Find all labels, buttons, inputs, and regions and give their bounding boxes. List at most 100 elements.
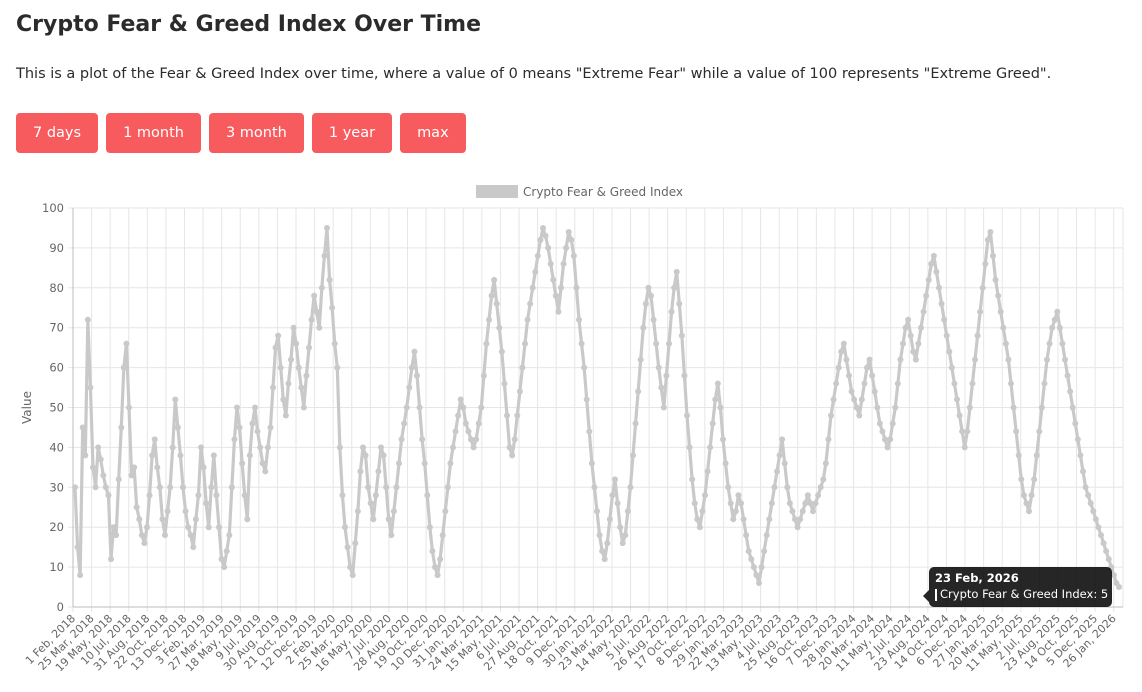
data-point[interactable] xyxy=(419,436,426,443)
data-point[interactable] xyxy=(722,460,729,467)
data-point[interactable] xyxy=(568,236,575,243)
range-button-max[interactable]: max xyxy=(400,113,466,153)
data-point[interactable] xyxy=(414,372,420,379)
data-point[interactable] xyxy=(360,444,366,451)
data-point[interactable] xyxy=(401,420,408,427)
data-point[interactable] xyxy=(226,532,233,539)
data-point[interactable] xyxy=(334,364,341,371)
data-point[interactable] xyxy=(154,464,161,471)
data-point[interactable] xyxy=(442,508,449,515)
data-point[interactable] xyxy=(856,412,863,419)
data-point[interactable] xyxy=(799,508,806,515)
data-point[interactable] xyxy=(218,556,225,563)
data-point[interactable] xyxy=(390,508,397,515)
data-point[interactable] xyxy=(858,396,865,403)
data-point[interactable] xyxy=(599,548,606,555)
data-point[interactable] xyxy=(231,436,238,443)
data-point[interactable] xyxy=(1044,356,1050,363)
data-point[interactable] xyxy=(689,476,696,483)
data-point[interactable] xyxy=(288,356,294,363)
data-point[interactable] xyxy=(727,500,734,507)
data-point[interactable] xyxy=(90,464,96,471)
data-point[interactable] xyxy=(547,260,554,267)
data-point[interactable] xyxy=(208,484,215,491)
data-point[interactable] xyxy=(627,484,634,491)
data-point[interactable] xyxy=(406,384,413,391)
data-point[interactable] xyxy=(550,276,557,283)
data-point[interactable] xyxy=(1082,484,1089,491)
data-point[interactable] xyxy=(941,316,948,323)
data-point[interactable] xyxy=(367,500,374,507)
data-point[interactable] xyxy=(802,500,809,507)
data-point[interactable] xyxy=(272,344,279,351)
data-point[interactable] xyxy=(162,532,168,539)
data-point[interactable] xyxy=(1098,532,1104,539)
data-point[interactable] xyxy=(131,464,138,471)
data-point[interactable] xyxy=(352,540,359,547)
data-point[interactable] xyxy=(820,476,827,483)
data-point[interactable] xyxy=(182,508,189,515)
data-point[interactable] xyxy=(555,308,562,315)
data-point[interactable] xyxy=(969,380,976,387)
data-point[interactable] xyxy=(100,472,107,479)
data-point[interactable] xyxy=(781,460,788,467)
data-point[interactable] xyxy=(169,444,176,451)
data-point[interactable] xyxy=(879,428,886,435)
data-point[interactable] xyxy=(144,524,150,531)
data-point[interactable] xyxy=(511,436,518,443)
data-point[interactable] xyxy=(912,356,919,363)
data-point[interactable] xyxy=(815,492,822,499)
data-point[interactable] xyxy=(514,412,521,419)
data-point[interactable] xyxy=(910,348,917,355)
range-button-7-days[interactable]: 7 days xyxy=(16,113,99,153)
data-point[interactable] xyxy=(817,484,824,491)
data-point[interactable] xyxy=(192,516,199,523)
data-point[interactable] xyxy=(246,452,253,459)
legend-swatch[interactable] xyxy=(476,185,518,198)
data-point[interactable] xyxy=(383,484,390,491)
data-point[interactable] xyxy=(396,460,402,467)
data-point[interactable] xyxy=(159,516,166,523)
data-point[interactable] xyxy=(606,516,613,523)
data-point[interactable] xyxy=(743,532,750,539)
data-point[interactable] xyxy=(475,420,482,427)
data-point[interactable] xyxy=(1064,372,1071,379)
data-point[interactable] xyxy=(1116,584,1122,591)
data-point[interactable] xyxy=(347,564,354,571)
data-point[interactable] xyxy=(684,412,690,419)
data-point[interactable] xyxy=(264,444,271,451)
data-point[interactable] xyxy=(465,428,472,435)
data-point[interactable] xyxy=(655,364,662,371)
data-point[interactable] xyxy=(478,404,485,411)
data-point[interactable] xyxy=(72,484,78,491)
data-point[interactable] xyxy=(882,436,888,443)
data-point[interactable] xyxy=(645,284,652,291)
data-point[interactable] xyxy=(979,284,986,291)
data-point[interactable] xyxy=(483,340,490,347)
data-point[interactable] xyxy=(761,548,768,555)
data-point[interactable] xyxy=(316,324,323,331)
data-point[interactable] xyxy=(252,404,258,411)
data-point[interactable] xyxy=(864,364,870,371)
data-point[interactable] xyxy=(537,236,544,243)
data-point[interactable] xyxy=(830,396,837,403)
data-point[interactable] xyxy=(668,308,675,315)
range-button-1-month[interactable]: 1 month xyxy=(106,113,201,153)
data-point[interactable] xyxy=(455,412,462,419)
data-point[interactable] xyxy=(640,324,647,331)
data-point[interactable] xyxy=(388,532,395,539)
data-point[interactable] xyxy=(866,356,873,363)
range-button-3-month[interactable]: 3 month xyxy=(208,113,304,153)
data-point[interactable] xyxy=(756,580,762,587)
data-point[interactable] xyxy=(205,524,212,531)
data-point[interactable] xyxy=(840,340,847,347)
data-point[interactable] xyxy=(293,340,300,347)
data-point[interactable] xyxy=(1072,420,1079,427)
data-point[interactable] xyxy=(591,484,598,491)
data-point[interactable] xyxy=(1010,404,1017,411)
data-point[interactable] xyxy=(357,468,364,475)
data-point[interactable] xyxy=(673,268,680,275)
data-point[interactable] xyxy=(961,444,968,451)
data-point[interactable] xyxy=(959,428,966,435)
